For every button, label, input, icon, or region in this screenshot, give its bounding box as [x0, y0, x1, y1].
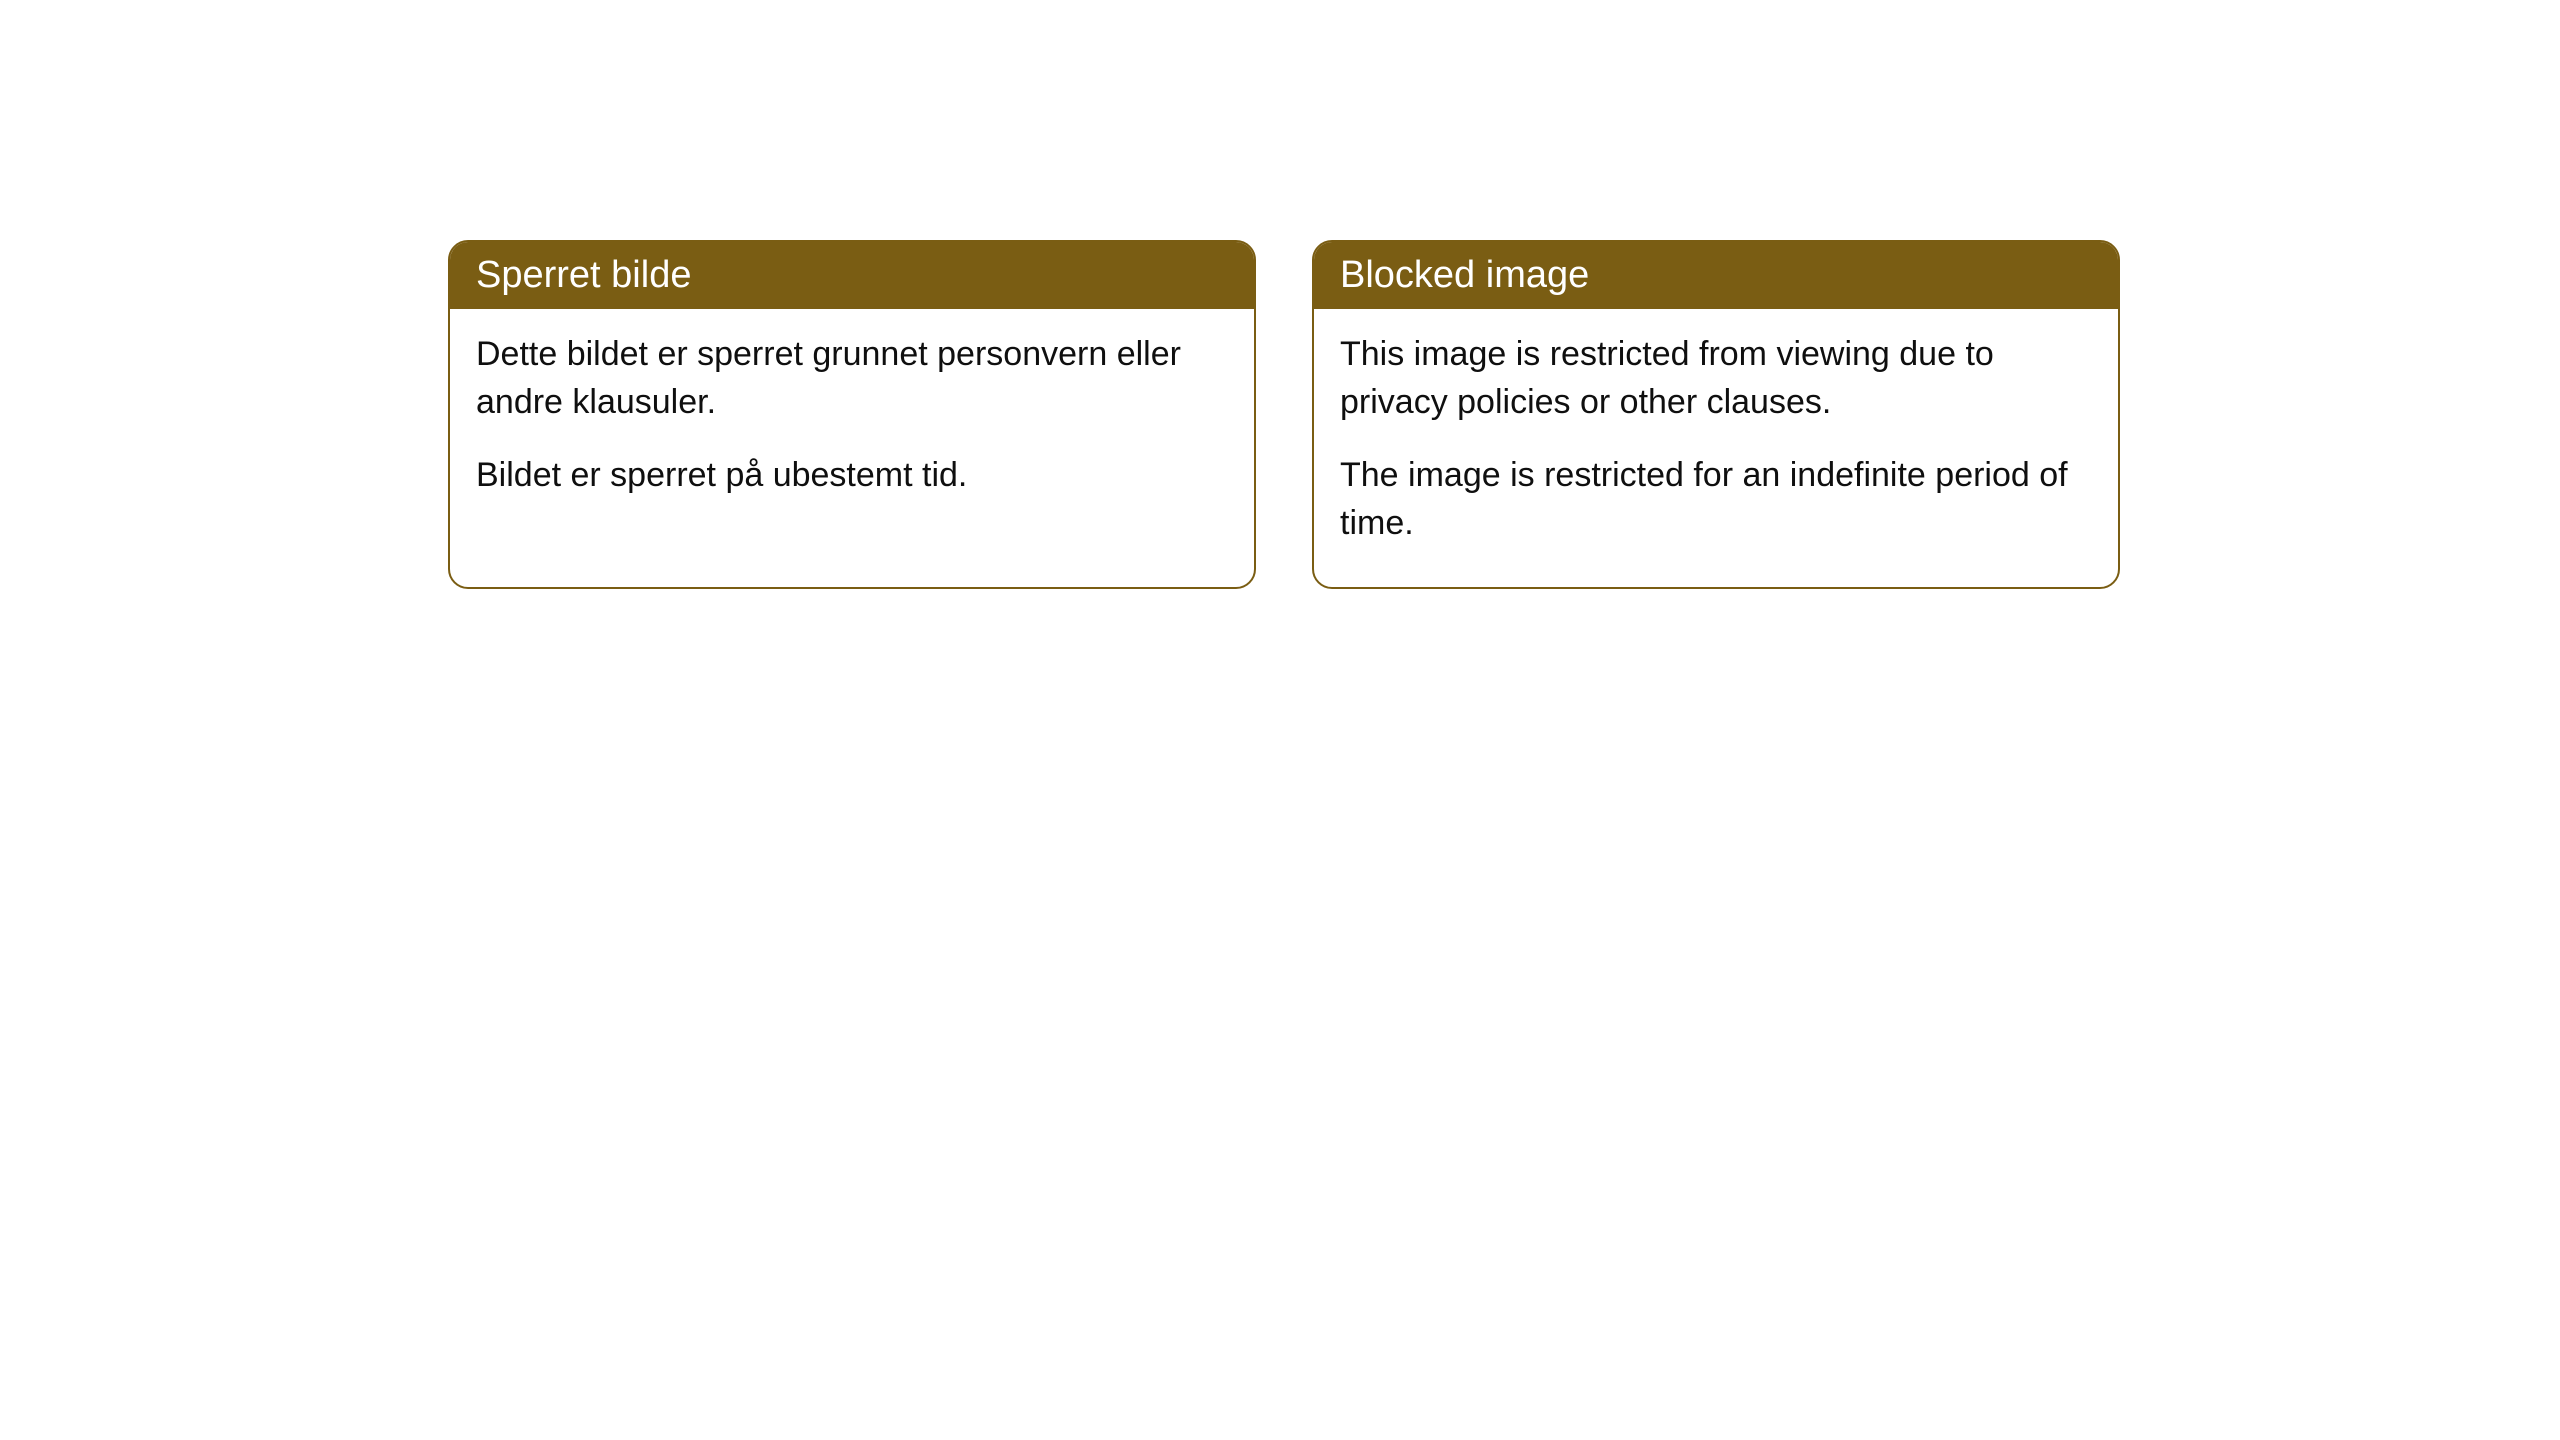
card-title: Sperret bilde [476, 254, 691, 296]
card-body-english: This image is restricted from viewing du… [1314, 309, 2118, 587]
notice-cards-container: Sperret bilde Dette bildet er sperret gr… [448, 240, 2560, 589]
card-title: Blocked image [1340, 254, 1589, 296]
blocked-image-card-norwegian: Sperret bilde Dette bildet er sperret gr… [448, 240, 1256, 589]
blocked-image-card-english: Blocked image This image is restricted f… [1312, 240, 2120, 589]
card-paragraph-1: Dette bildet er sperret grunnet personve… [476, 331, 1228, 426]
card-header-norwegian: Sperret bilde [450, 242, 1254, 309]
card-paragraph-2: The image is restricted for an indefinit… [1340, 452, 2092, 547]
card-body-norwegian: Dette bildet er sperret grunnet personve… [450, 309, 1254, 540]
card-paragraph-2: Bildet er sperret på ubestemt tid. [476, 452, 1228, 500]
card-paragraph-1: This image is restricted from viewing du… [1340, 331, 2092, 426]
card-header-english: Blocked image [1314, 242, 2118, 309]
